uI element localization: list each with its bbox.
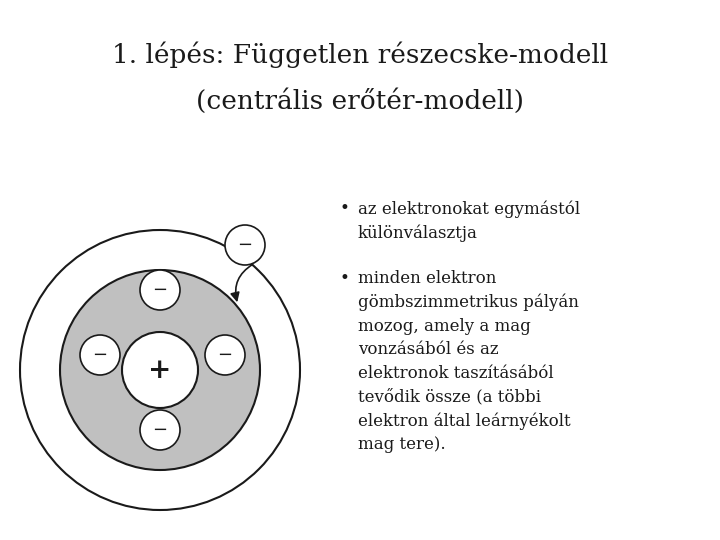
Circle shape [20,230,300,510]
Text: −: − [153,281,168,299]
Text: −: − [92,346,107,364]
Circle shape [60,270,260,470]
Text: (centrális erőtér-modell): (centrális erőtér-modell) [196,88,524,113]
Text: −: − [238,236,253,254]
Circle shape [225,225,265,265]
Text: −: − [217,346,233,364]
Text: •: • [340,270,350,287]
FancyArrowPatch shape [231,265,253,300]
Text: −: − [153,421,168,439]
Text: az elektronokat egymástól
különválasztja: az elektronokat egymástól különválasztja [358,200,580,242]
Circle shape [140,410,180,450]
Circle shape [80,335,120,375]
Circle shape [205,335,245,375]
Text: •: • [340,200,350,217]
Circle shape [140,270,180,310]
Text: minden elektron
gömbszimmetrikus pályán
mozog, amely a mag
vonzásából és az
elek: minden elektron gömbszimmetrikus pályán … [358,270,579,453]
Text: +: + [148,356,171,383]
Text: 1. lépés: Független részecske-modell: 1. lépés: Független részecske-modell [112,42,608,69]
Circle shape [122,332,198,408]
